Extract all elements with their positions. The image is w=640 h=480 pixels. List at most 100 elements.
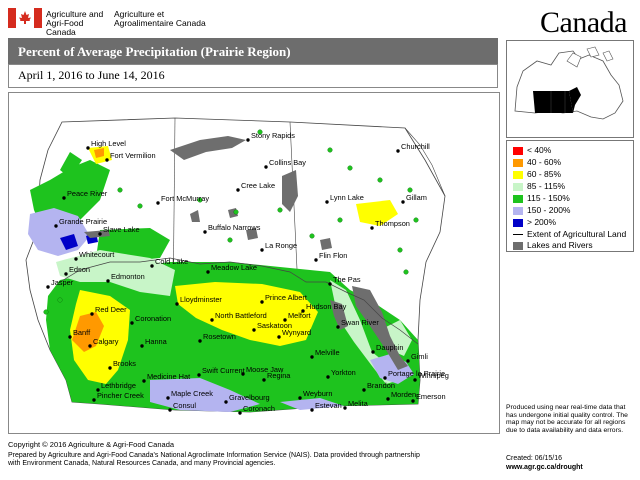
city-dot [46,285,50,289]
city-label: Portage la Prairie [388,369,445,378]
city-dot [301,309,305,313]
city-label: Estevan [315,401,342,410]
city-label: Gravelbourg [229,393,270,402]
legend-item: > 200% [513,217,556,227]
city-dot [336,325,340,329]
city-label: Lethbridge [101,381,136,390]
city-label: La Ronge [265,241,297,250]
legend-swatch [513,146,523,155]
city-dot [74,257,78,261]
precip-zone-115-150 [30,160,110,224]
city-label: Swift Current [202,366,245,375]
city-dot [140,344,144,348]
city-marker: Dauphin [371,343,404,354]
city-marker: Gimli [406,352,428,363]
city-marker: Brooks [108,359,136,370]
city-marker: Regina [262,371,291,382]
city-marker: La Ronge [260,241,297,252]
city-dot [370,226,374,230]
map-frame [8,92,500,434]
city-dot [96,388,100,392]
lesser-slave-lake [84,230,110,238]
city-dot [130,321,134,325]
city-dot [198,339,202,343]
precip-zone-60-85 [356,200,398,226]
city-dot [106,279,110,283]
legend-item-ag-land: Extent of Agricultural Land [513,229,626,239]
city-label: Melfort [288,311,311,320]
city-marker: Prince Albert [260,293,307,304]
city-dot [241,372,245,376]
city-label: Edson [69,265,90,274]
city-dot [108,366,112,370]
city-label: Yorkton [331,368,356,377]
city-label: Dauphin [376,343,404,352]
legend-item: 150 - 200% [513,205,570,215]
city-dot [105,158,109,162]
map-title: Percent of Average Precipitation (Prairi… [18,44,291,59]
city-dot [386,397,390,401]
legend-swatch [513,194,523,203]
city-marker: Rosetown [198,332,236,343]
city-dot [156,201,160,205]
city-label: Pincher Creek [97,391,144,400]
city-label: Grande Prairie [59,217,107,226]
city-marker: Edmonton [106,272,145,283]
city-label: Melville [315,348,340,357]
city-dot [150,264,154,268]
city-label: Saskatoon [257,321,292,330]
city-label: Moose Jaw [246,365,284,374]
city-marker: Fort McMurray [156,194,209,205]
canada-flag-icon [8,8,42,28]
city-dot [88,344,92,348]
city-dot [325,200,329,204]
city-marker: Meadow Lake [206,263,257,274]
city-dot [396,149,400,153]
canada-inset-map [506,40,634,138]
city-marker: Melfort [283,311,311,322]
city-marker: Edson [64,265,90,276]
city-label: Weyburn [303,389,332,398]
city-dot [224,400,228,404]
city-dot [98,232,102,236]
city-label: Brandon [367,381,395,390]
city-marker: Churchill [396,142,430,153]
city-label: Regina [267,371,291,380]
city-label: Winnipeg [418,371,449,380]
city-dot [310,355,314,359]
city-dot [62,196,66,200]
lakes-swatch [513,241,523,250]
city-marker: North Battleford [210,311,267,322]
city-dot [264,165,268,169]
city-dot [168,408,172,412]
city-dot [175,302,179,306]
disclaimer-text: Produced using near real-time data that … [506,404,628,434]
city-label: Red Deer [95,305,127,314]
city-label: Prince Albert [265,293,307,302]
city-marker: Lloydminster [175,295,222,306]
legend-item: 60 - 85% [513,169,561,179]
city-marker: Cree Lake [236,181,275,192]
city-label: Swan River [341,318,379,327]
city-label: Peace River [67,189,108,198]
title-bar [8,38,498,64]
city-marker: Wynyard [277,328,311,339]
website-link[interactable]: www.agr.gc.ca/drought [506,464,583,471]
precip-zone-150-200 [150,378,260,412]
lake-winnipeg [352,286,408,370]
city-marker: Medicine Hat [142,372,190,383]
copyright-text: Copyright © 2016 Agriculture & Agri-Food… [8,440,175,449]
city-marker: Maple Creek [166,389,213,400]
city-label: Morden [391,390,416,399]
city-marker: Hanna [140,337,168,348]
city-marker: Estevan [310,401,342,412]
city-dot [54,224,58,228]
city-label: Fort Vermilion [110,151,156,160]
legend-swatch [513,170,523,179]
city-dot [238,411,242,415]
city-dot [210,318,214,322]
city-marker: Lethbridge [96,381,136,392]
city-dot [326,375,330,379]
